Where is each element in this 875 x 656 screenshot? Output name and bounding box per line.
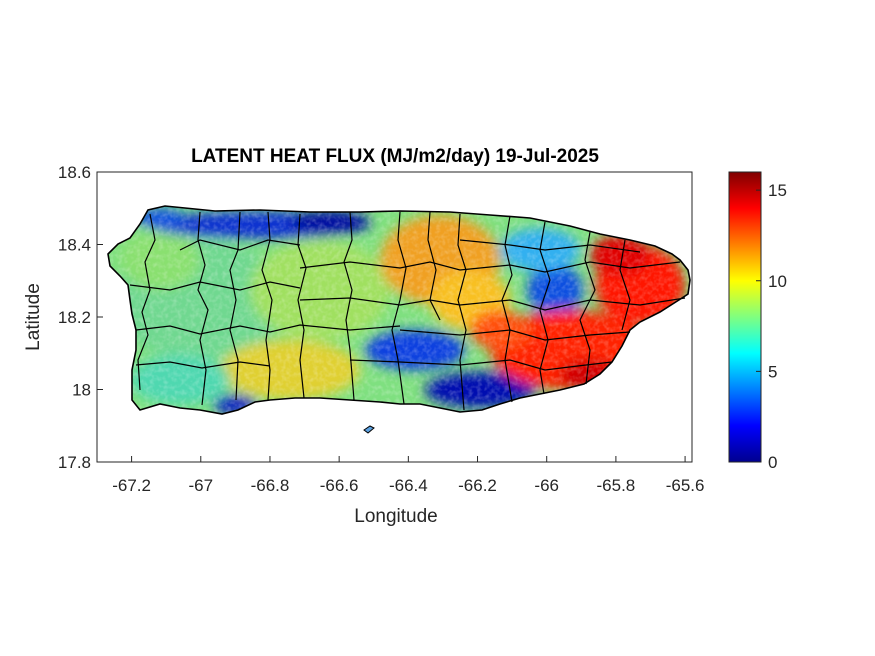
x-tick-label: -65.6 — [666, 476, 705, 495]
x-tick-label: -66.2 — [458, 476, 497, 495]
y-axis-label: Latitude — [23, 283, 44, 351]
y-tick-label: 17.8 — [58, 453, 91, 472]
x-tick-label: -66.6 — [320, 476, 359, 495]
x-axis-label: Longitude — [354, 506, 437, 527]
small-cay — [363, 425, 375, 434]
colorbar-tick-label: 15 — [768, 181, 787, 200]
y-tick-label: 18.2 — [58, 308, 91, 327]
colorbar-ticks: 0 5 10 15 — [756, 181, 787, 472]
chart-title: LATENT HEAT FLUX (MJ/m2/day) 19-Jul-2025 — [191, 146, 599, 167]
x-tick-label: -66 — [534, 476, 559, 495]
y-tick-label: 18.6 — [58, 163, 91, 182]
y-tick-label: 18.4 — [58, 236, 91, 255]
x-tick-label: -66.4 — [389, 476, 428, 495]
island-outline — [107, 205, 691, 415]
colorbar — [728, 171, 762, 463]
municipality-boundaries — [129, 211, 686, 411]
y-tick-label: 18 — [72, 381, 91, 400]
x-axis: -67.2 -67 -66.8 -66.6 -66.4 -66.2 -66 -65.8 -65.… — [112, 456, 704, 495]
colorbar-tick-label: 0 — [768, 453, 777, 472]
colorbar-tick-label: 10 — [768, 272, 787, 291]
x-tick-label: -67 — [188, 476, 213, 495]
x-tick-label: -66.8 — [251, 476, 290, 495]
x-tick-label: -65.8 — [597, 476, 636, 495]
y-axis: 17.8 18 18.2 18.4 18.6 — [58, 163, 103, 472]
colorbar-tick-label: 5 — [768, 362, 777, 381]
x-tick-label: -67.2 — [112, 476, 151, 495]
